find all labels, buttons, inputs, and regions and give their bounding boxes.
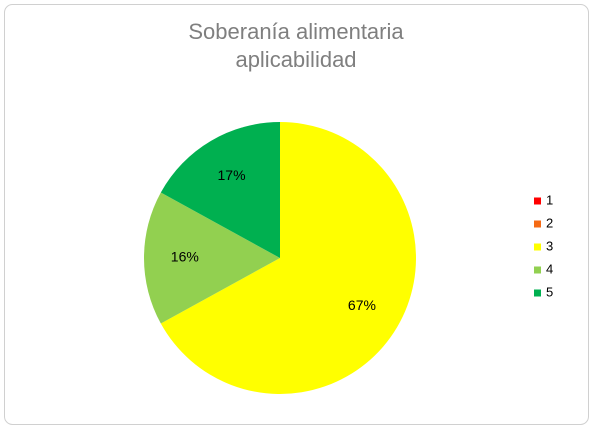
data-label: 17% bbox=[218, 167, 246, 183]
legend-marker bbox=[534, 289, 541, 297]
pie-slice bbox=[160, 122, 416, 394]
legend-marker bbox=[534, 197, 541, 205]
legend-marker bbox=[534, 220, 541, 228]
legend-label: 4 bbox=[546, 261, 553, 276]
legend-label: 2 bbox=[546, 215, 553, 230]
legend-marker bbox=[534, 243, 541, 251]
legend-label: 1 bbox=[546, 192, 553, 207]
pie-slice bbox=[160, 122, 280, 258]
legend-label: 3 bbox=[546, 238, 553, 253]
legend-label: 5 bbox=[546, 284, 553, 299]
data-label: 67% bbox=[348, 297, 376, 313]
legend-marker bbox=[534, 266, 541, 274]
data-label: 16% bbox=[171, 249, 199, 265]
pie-slice bbox=[144, 192, 280, 324]
chart-title: Soberanía alimentaria aplicabilidad bbox=[188, 19, 404, 72]
